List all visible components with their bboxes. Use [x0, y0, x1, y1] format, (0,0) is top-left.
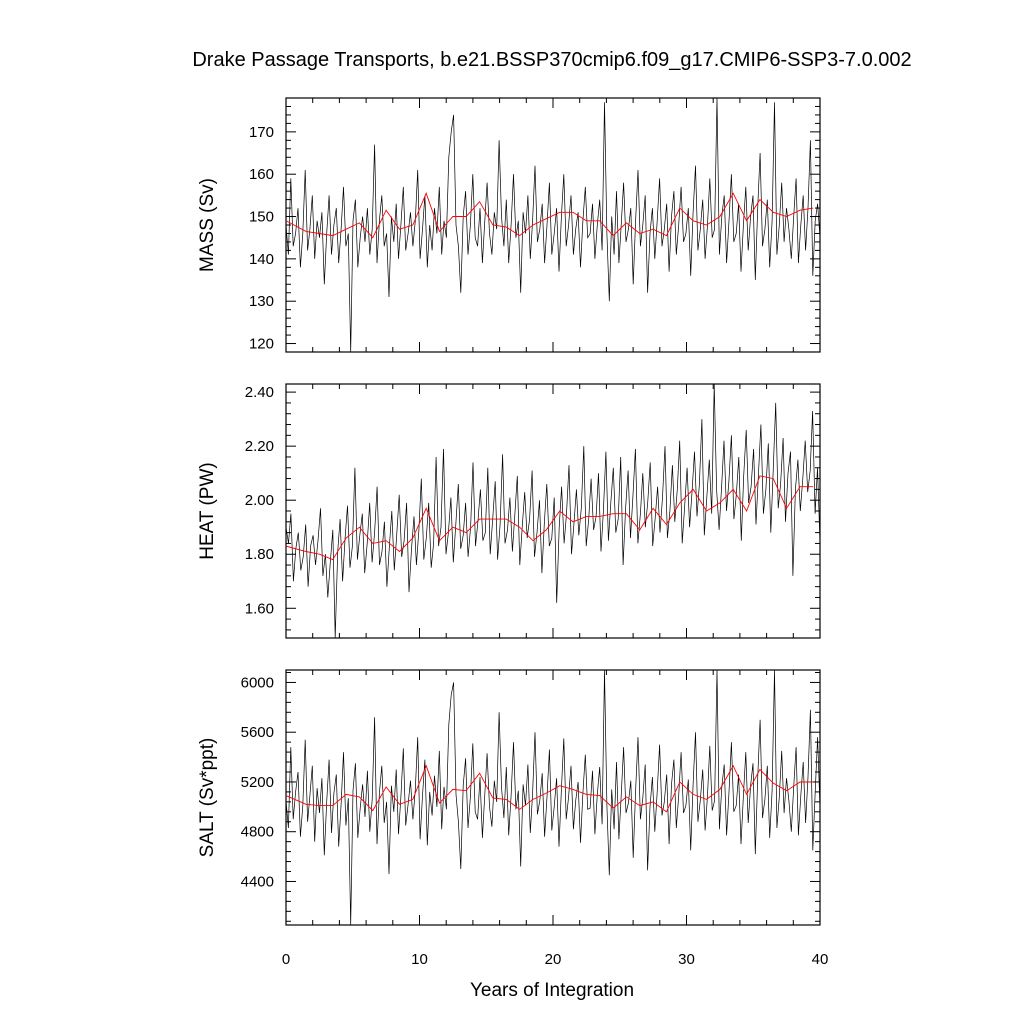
x-tick-label: 20: [545, 951, 562, 968]
y-axis-label: HEAT (PW): [197, 462, 218, 559]
x-tick-label: 10: [411, 951, 428, 968]
y-tick-label: 6000: [241, 674, 274, 691]
y-tick-label: 2.40: [245, 384, 274, 401]
y-tick-label: 140: [249, 251, 274, 268]
y-axis-label: SALT (Sv*ppt): [197, 738, 218, 858]
y-tick-label: 4800: [241, 824, 274, 841]
x-tick-label: 30: [678, 951, 695, 968]
x-axis-label: Years of Integration: [470, 980, 634, 1001]
y-tick-label: 130: [249, 293, 274, 310]
plot-frame: [285, 383, 821, 639]
series-line-monthly: [286, 670, 820, 925]
series-line-annual-mean: [286, 475, 814, 561]
x-tick-label: 40: [812, 951, 829, 968]
y-tick-label: 160: [249, 166, 274, 183]
series-line-annual-mean: [286, 192, 814, 239]
x-tick-label: 0: [282, 951, 290, 968]
y-tick-label: 2.00: [245, 492, 274, 509]
panel-1: 120 130 140 150 160 170 MASS (Sv): [197, 97, 821, 353]
y-tick-label: 1.60: [245, 600, 274, 617]
panel-2: 1.60 1.80 2.00 2.20 2.40 HEAT (PW): [197, 383, 821, 639]
y-tick-label: 5200: [241, 774, 274, 791]
y-tick-label: 5600: [241, 724, 274, 741]
panels: 120 130 140 150 160 170 MASS (Sv) 1.60 1.80 2.00 2…: [197, 97, 829, 968]
chart-title: Drake Passage Transports, b.e21.BSSP370c…: [192, 49, 911, 71]
y-tick-label: 2.20: [245, 438, 274, 455]
y-tick-label: 170: [249, 124, 274, 141]
panel-3: 4400 4800 5200 5600 6000 SALT (Sv*ppt) 0 10 20 30…: [197, 669, 829, 968]
y-tick-label: 150: [249, 209, 274, 226]
y-tick-label: 4400: [241, 873, 274, 890]
series-line-annual-mean: [286, 764, 814, 813]
y-axis-label: MASS (Sv): [197, 178, 218, 272]
series-line-monthly: [286, 384, 820, 638]
series-line-monthly: [286, 98, 820, 352]
y-tick-label: 120: [249, 336, 274, 353]
y-tick-label: 1.80: [245, 546, 274, 563]
